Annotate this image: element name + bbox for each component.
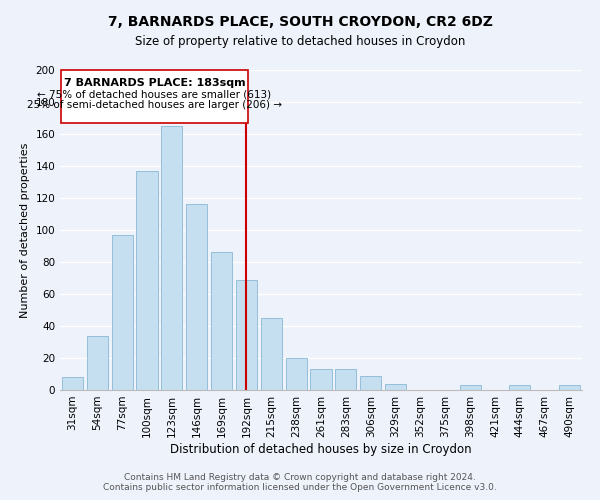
Bar xyxy=(509,385,530,390)
FancyBboxPatch shape xyxy=(61,70,248,123)
Bar xyxy=(136,171,158,390)
Bar xyxy=(186,204,207,390)
Bar xyxy=(360,376,381,390)
Bar xyxy=(385,384,406,390)
Text: 25% of semi-detached houses are larger (206) →: 25% of semi-detached houses are larger (… xyxy=(27,100,282,110)
Text: Contains public sector information licensed under the Open Government Licence v3: Contains public sector information licen… xyxy=(103,484,497,492)
Y-axis label: Number of detached properties: Number of detached properties xyxy=(20,142,30,318)
Bar xyxy=(211,252,232,390)
Bar xyxy=(310,369,332,390)
Bar xyxy=(161,126,182,390)
Bar xyxy=(460,385,481,390)
Text: Size of property relative to detached houses in Croydon: Size of property relative to detached ho… xyxy=(135,35,465,48)
Bar xyxy=(261,318,282,390)
Bar xyxy=(559,385,580,390)
X-axis label: Distribution of detached houses by size in Croydon: Distribution of detached houses by size … xyxy=(170,442,472,456)
Bar xyxy=(335,369,356,390)
Text: 7 BARNARDS PLACE: 183sqm: 7 BARNARDS PLACE: 183sqm xyxy=(64,78,245,88)
Text: 7, BARNARDS PLACE, SOUTH CROYDON, CR2 6DZ: 7, BARNARDS PLACE, SOUTH CROYDON, CR2 6D… xyxy=(107,15,493,29)
Text: Contains HM Land Registry data © Crown copyright and database right 2024.: Contains HM Land Registry data © Crown c… xyxy=(124,474,476,482)
Bar xyxy=(62,377,83,390)
Text: ← 75% of detached houses are smaller (613): ← 75% of detached houses are smaller (61… xyxy=(37,89,272,99)
Bar xyxy=(236,280,257,390)
Bar xyxy=(286,358,307,390)
Bar xyxy=(112,235,133,390)
Bar xyxy=(87,336,108,390)
